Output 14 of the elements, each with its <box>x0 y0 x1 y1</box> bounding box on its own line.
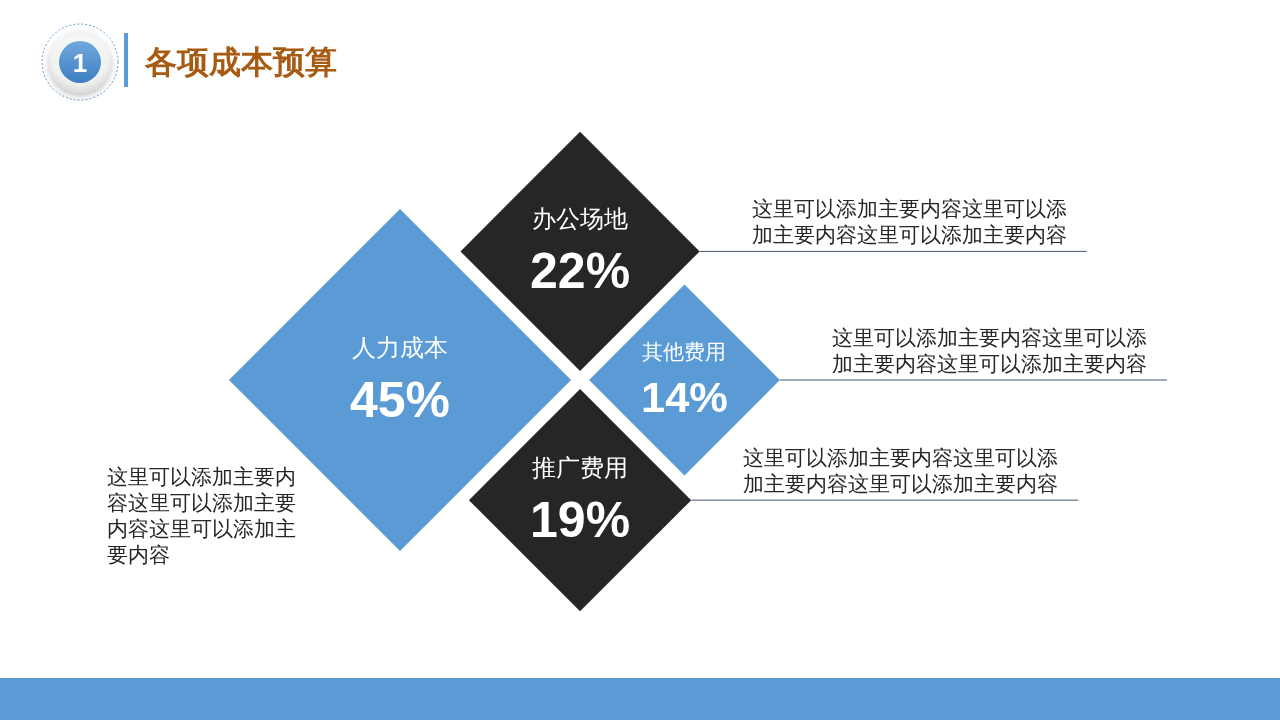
text: 1 <box>72 48 88 78</box>
text: 这里可以添加主要内容这里可以添加主要内容这里可以添加主要内容 <box>743 445 1059 495</box>
category-label: 办公场地 <box>532 204 629 232</box>
category-label: 人力成本 <box>352 333 448 361</box>
data-label: 19% <box>530 492 631 549</box>
data-label: 14% <box>641 373 728 422</box>
text: 这里可以添加主要内容这里可以添加主要内容这里可以添加主要内容 <box>831 325 1147 375</box>
text: 各项成本预算 <box>144 44 337 80</box>
data-label: 22% <box>530 243 631 300</box>
category-label: 推广费用 <box>532 453 629 481</box>
text: 这里可以添加主要内容这里可以添加主要内容这里可以添加主要内容 <box>751 196 1067 246</box>
data-label: 45% <box>349 372 451 428</box>
text: 这里可以添加主要内容这里可以添加主要内容这里可以添加主要内容 <box>106 464 296 566</box>
category-label: 其他费用 <box>642 339 727 363</box>
